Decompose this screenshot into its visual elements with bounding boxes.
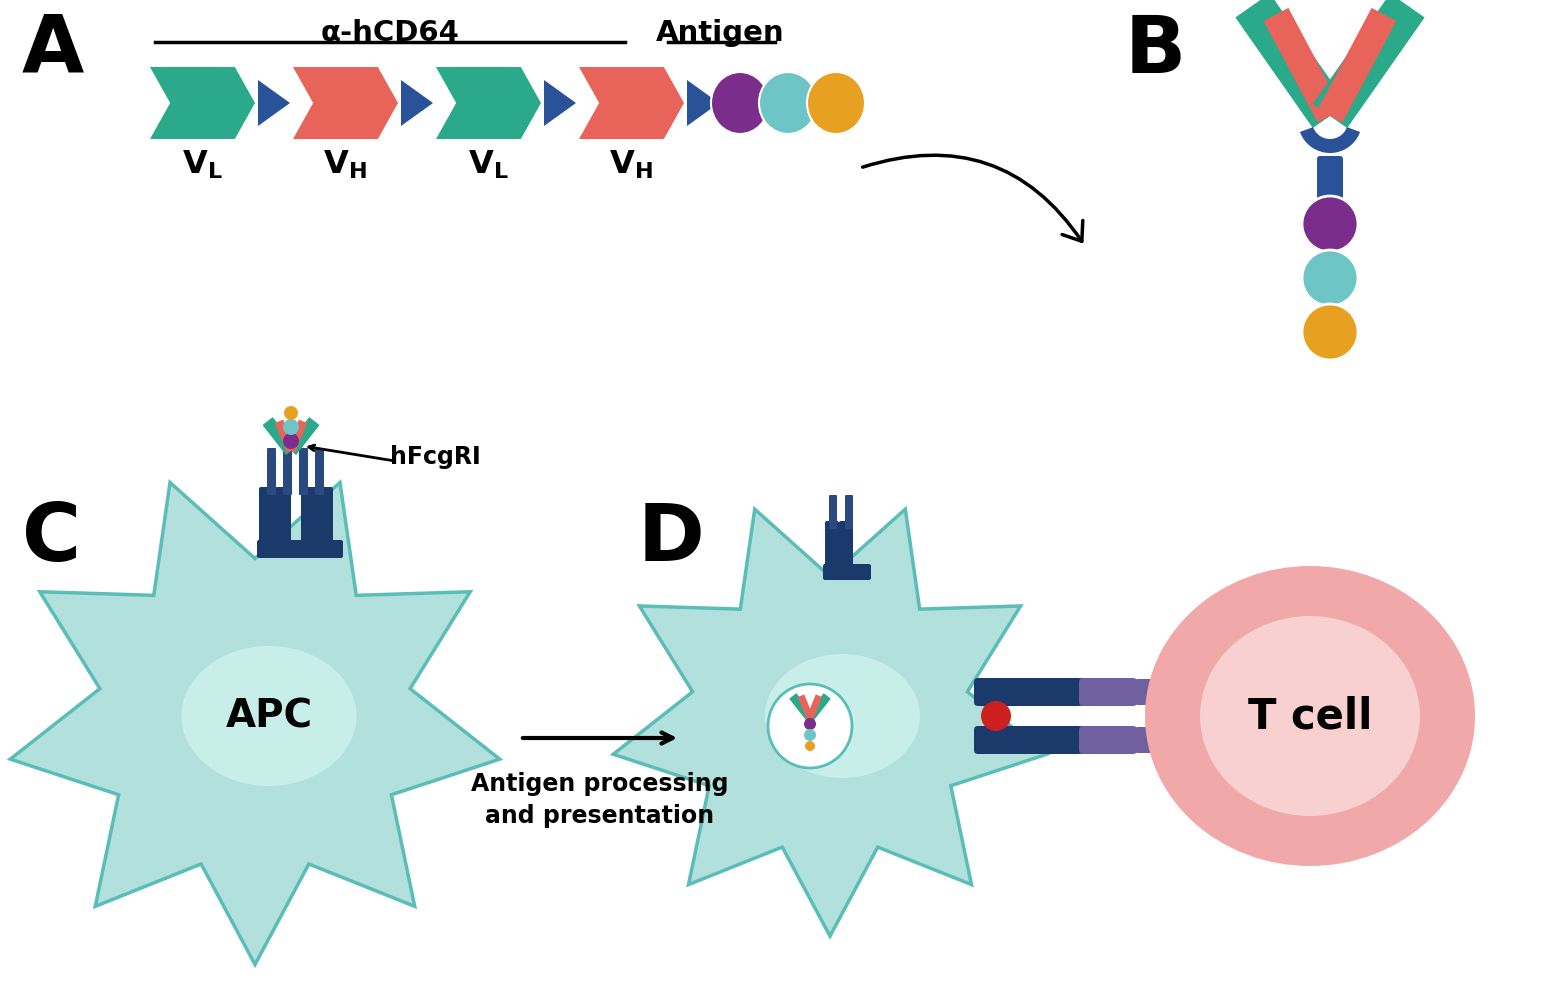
FancyBboxPatch shape: [839, 522, 853, 571]
Text: APC: APC: [226, 697, 312, 736]
Polygon shape: [1264, 9, 1343, 123]
FancyBboxPatch shape: [1316, 157, 1343, 205]
FancyBboxPatch shape: [301, 487, 317, 546]
FancyBboxPatch shape: [256, 540, 343, 558]
Polygon shape: [263, 418, 297, 456]
Circle shape: [803, 718, 816, 731]
Polygon shape: [613, 510, 1048, 936]
Polygon shape: [436, 68, 541, 140]
Circle shape: [283, 420, 300, 436]
Text: T cell: T cell: [1248, 695, 1372, 738]
Text: Antigen: Antigen: [655, 19, 785, 47]
Polygon shape: [1236, 0, 1347, 129]
Text: $\mathbf{V_H}$: $\mathbf{V_H}$: [323, 149, 366, 181]
FancyBboxPatch shape: [300, 449, 307, 496]
FancyBboxPatch shape: [823, 564, 871, 581]
Text: A: A: [22, 12, 85, 90]
Ellipse shape: [806, 73, 865, 135]
Circle shape: [1302, 250, 1358, 307]
FancyBboxPatch shape: [830, 496, 837, 529]
FancyBboxPatch shape: [973, 678, 1097, 706]
Text: α-hCD64: α-hCD64: [320, 19, 459, 47]
Polygon shape: [1299, 128, 1360, 154]
Ellipse shape: [181, 647, 357, 786]
FancyBboxPatch shape: [825, 522, 839, 571]
FancyBboxPatch shape: [267, 449, 277, 496]
FancyBboxPatch shape: [973, 727, 1097, 754]
Circle shape: [768, 684, 851, 768]
Text: B: B: [1125, 12, 1187, 90]
Polygon shape: [258, 81, 290, 127]
Polygon shape: [789, 693, 814, 721]
FancyBboxPatch shape: [317, 487, 334, 546]
FancyArrowPatch shape: [862, 156, 1083, 242]
Ellipse shape: [711, 73, 769, 135]
Text: $\mathbf{V_L}$: $\mathbf{V_L}$: [468, 149, 508, 181]
FancyBboxPatch shape: [1078, 678, 1137, 706]
Circle shape: [805, 741, 816, 751]
Circle shape: [284, 406, 298, 421]
Circle shape: [981, 701, 1010, 732]
FancyBboxPatch shape: [275, 487, 290, 546]
Polygon shape: [1313, 0, 1424, 129]
Ellipse shape: [759, 73, 817, 135]
Text: Antigen processing
and presentation: Antigen processing and presentation: [471, 771, 729, 827]
Ellipse shape: [765, 655, 919, 778]
Polygon shape: [544, 81, 576, 127]
Circle shape: [803, 730, 816, 741]
Polygon shape: [286, 418, 320, 456]
Polygon shape: [806, 693, 831, 721]
Polygon shape: [150, 68, 255, 140]
FancyBboxPatch shape: [283, 449, 292, 496]
FancyBboxPatch shape: [260, 487, 275, 546]
Polygon shape: [688, 81, 718, 127]
Polygon shape: [294, 68, 399, 140]
Ellipse shape: [1200, 616, 1420, 816]
Text: hFcgRI: hFcgRI: [389, 445, 480, 468]
Text: C: C: [22, 500, 82, 578]
Polygon shape: [1318, 9, 1397, 123]
FancyBboxPatch shape: [1136, 728, 1159, 753]
FancyBboxPatch shape: [845, 496, 853, 529]
Polygon shape: [806, 695, 822, 720]
FancyBboxPatch shape: [1136, 679, 1159, 705]
Polygon shape: [11, 483, 499, 964]
Polygon shape: [402, 81, 433, 127]
Text: D: D: [638, 500, 705, 578]
Circle shape: [1302, 197, 1358, 252]
Polygon shape: [287, 420, 307, 454]
Polygon shape: [275, 420, 295, 454]
Polygon shape: [797, 695, 813, 720]
Text: $\mathbf{V_H}$: $\mathbf{V_H}$: [609, 149, 654, 181]
Circle shape: [283, 434, 300, 450]
FancyBboxPatch shape: [315, 449, 324, 496]
FancyBboxPatch shape: [1078, 727, 1137, 754]
Ellipse shape: [1145, 566, 1475, 866]
Text: $\mathbf{V_L}$: $\mathbf{V_L}$: [182, 149, 222, 181]
Circle shape: [1302, 305, 1358, 361]
Polygon shape: [579, 68, 684, 140]
